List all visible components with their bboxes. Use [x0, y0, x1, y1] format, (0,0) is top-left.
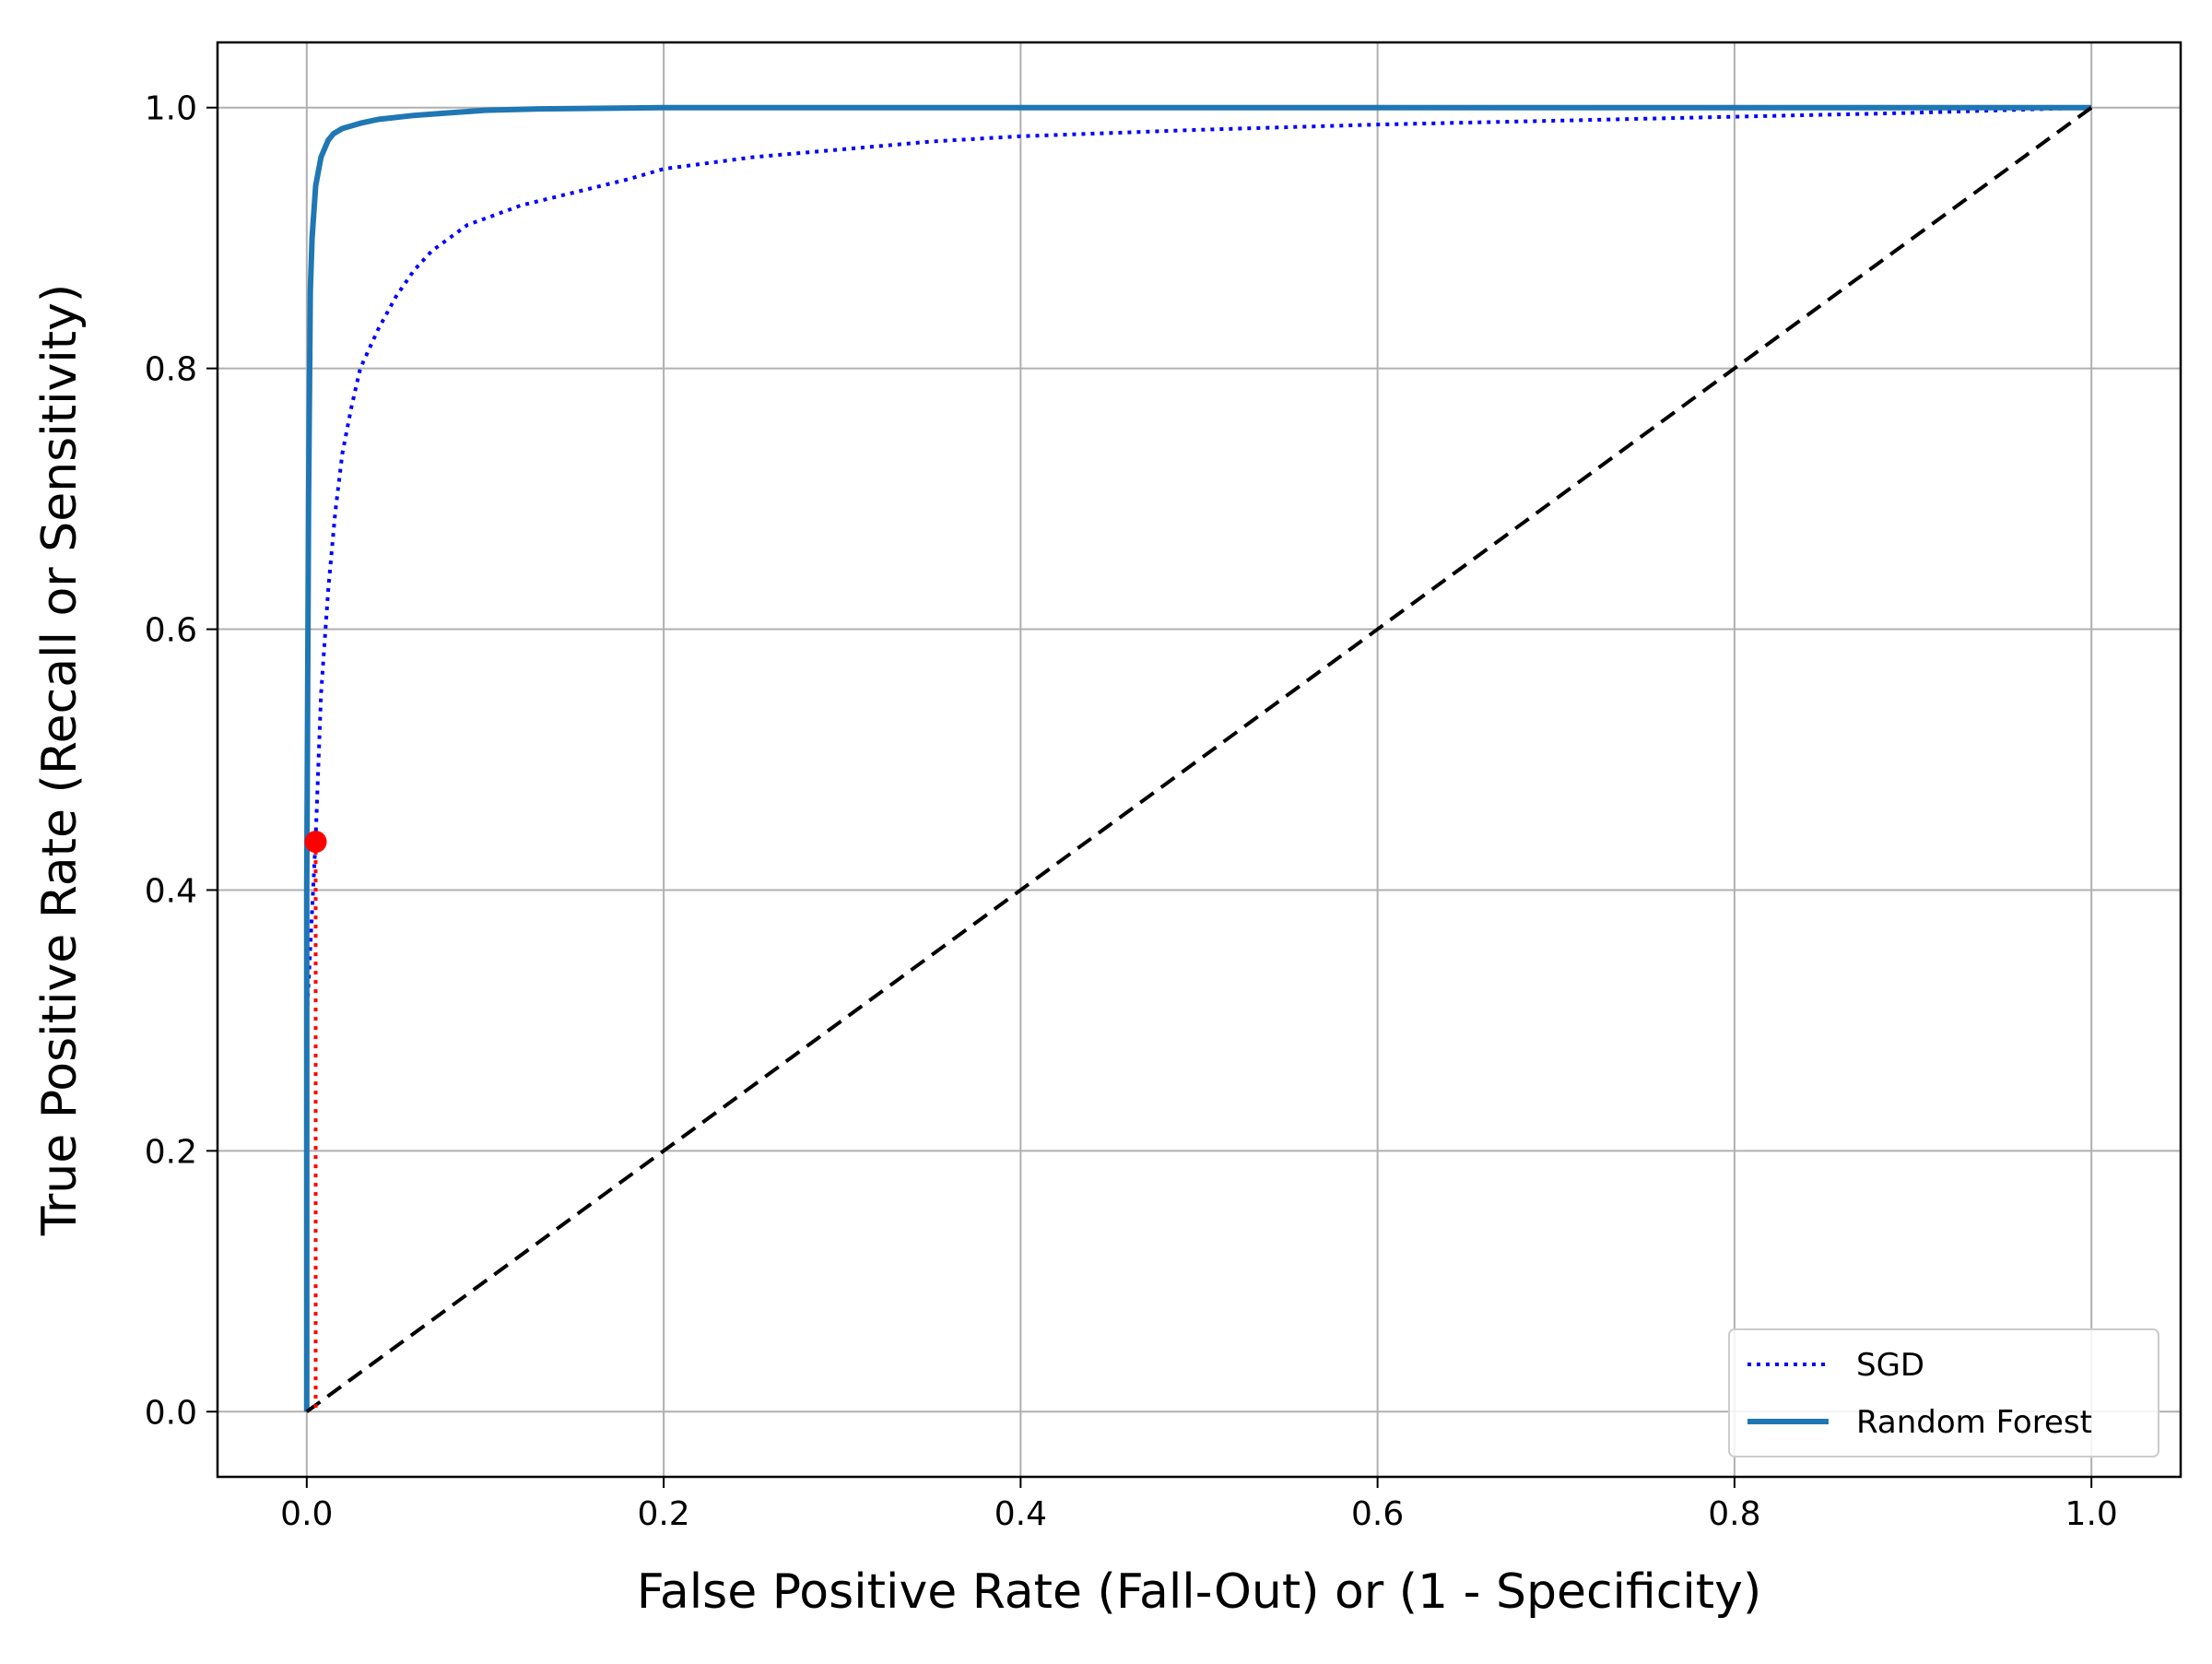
y-tick-label: 0.6 — [145, 612, 197, 650]
y-tick-label: 0.4 — [145, 872, 197, 910]
grid — [218, 42, 2181, 1477]
y-tick-label: 0.2 — [145, 1133, 197, 1171]
y-tick-label: 1.0 — [145, 90, 197, 128]
x-tick-label: 1.0 — [2065, 1495, 2118, 1533]
x-tick-label: 0.4 — [994, 1495, 1047, 1533]
x-tick-label: 0.6 — [1351, 1495, 1404, 1533]
x-axis-label: False Positive Rate (Fall-Out) or (1 - S… — [637, 1564, 1762, 1620]
y-tick-label: 0.0 — [145, 1394, 197, 1432]
legend-label: Random Forest — [1856, 1404, 2092, 1441]
x-tick-label: 0.2 — [637, 1495, 689, 1533]
random-classifier-line — [305, 106, 2093, 1413]
plot-area — [303, 104, 2093, 1413]
x-tick-label: 0.8 — [1708, 1495, 1760, 1533]
series-line-random-forest — [303, 104, 2092, 1412]
axis-ticks: 0.0 0.2 0.4 0.6 0.8 1.0 0.0 0.2 0.4 0.6 0.8 1.0 — [145, 90, 2118, 1533]
legend-label: SGD — [1856, 1347, 1924, 1384]
highlight-point — [304, 831, 327, 854]
plot-frame — [216, 41, 2183, 1479]
legend: SGD Random Forest — [1728, 1328, 2159, 1457]
series-line-sgd — [304, 105, 2092, 1412]
y-axis-label: True Positive Rate (Recall or Sensitivit… — [32, 284, 88, 1236]
legend-box — [1728, 1328, 2159, 1457]
x-tick-label: 0.0 — [280, 1495, 333, 1533]
y-tick-label: 0.8 — [145, 351, 197, 389]
